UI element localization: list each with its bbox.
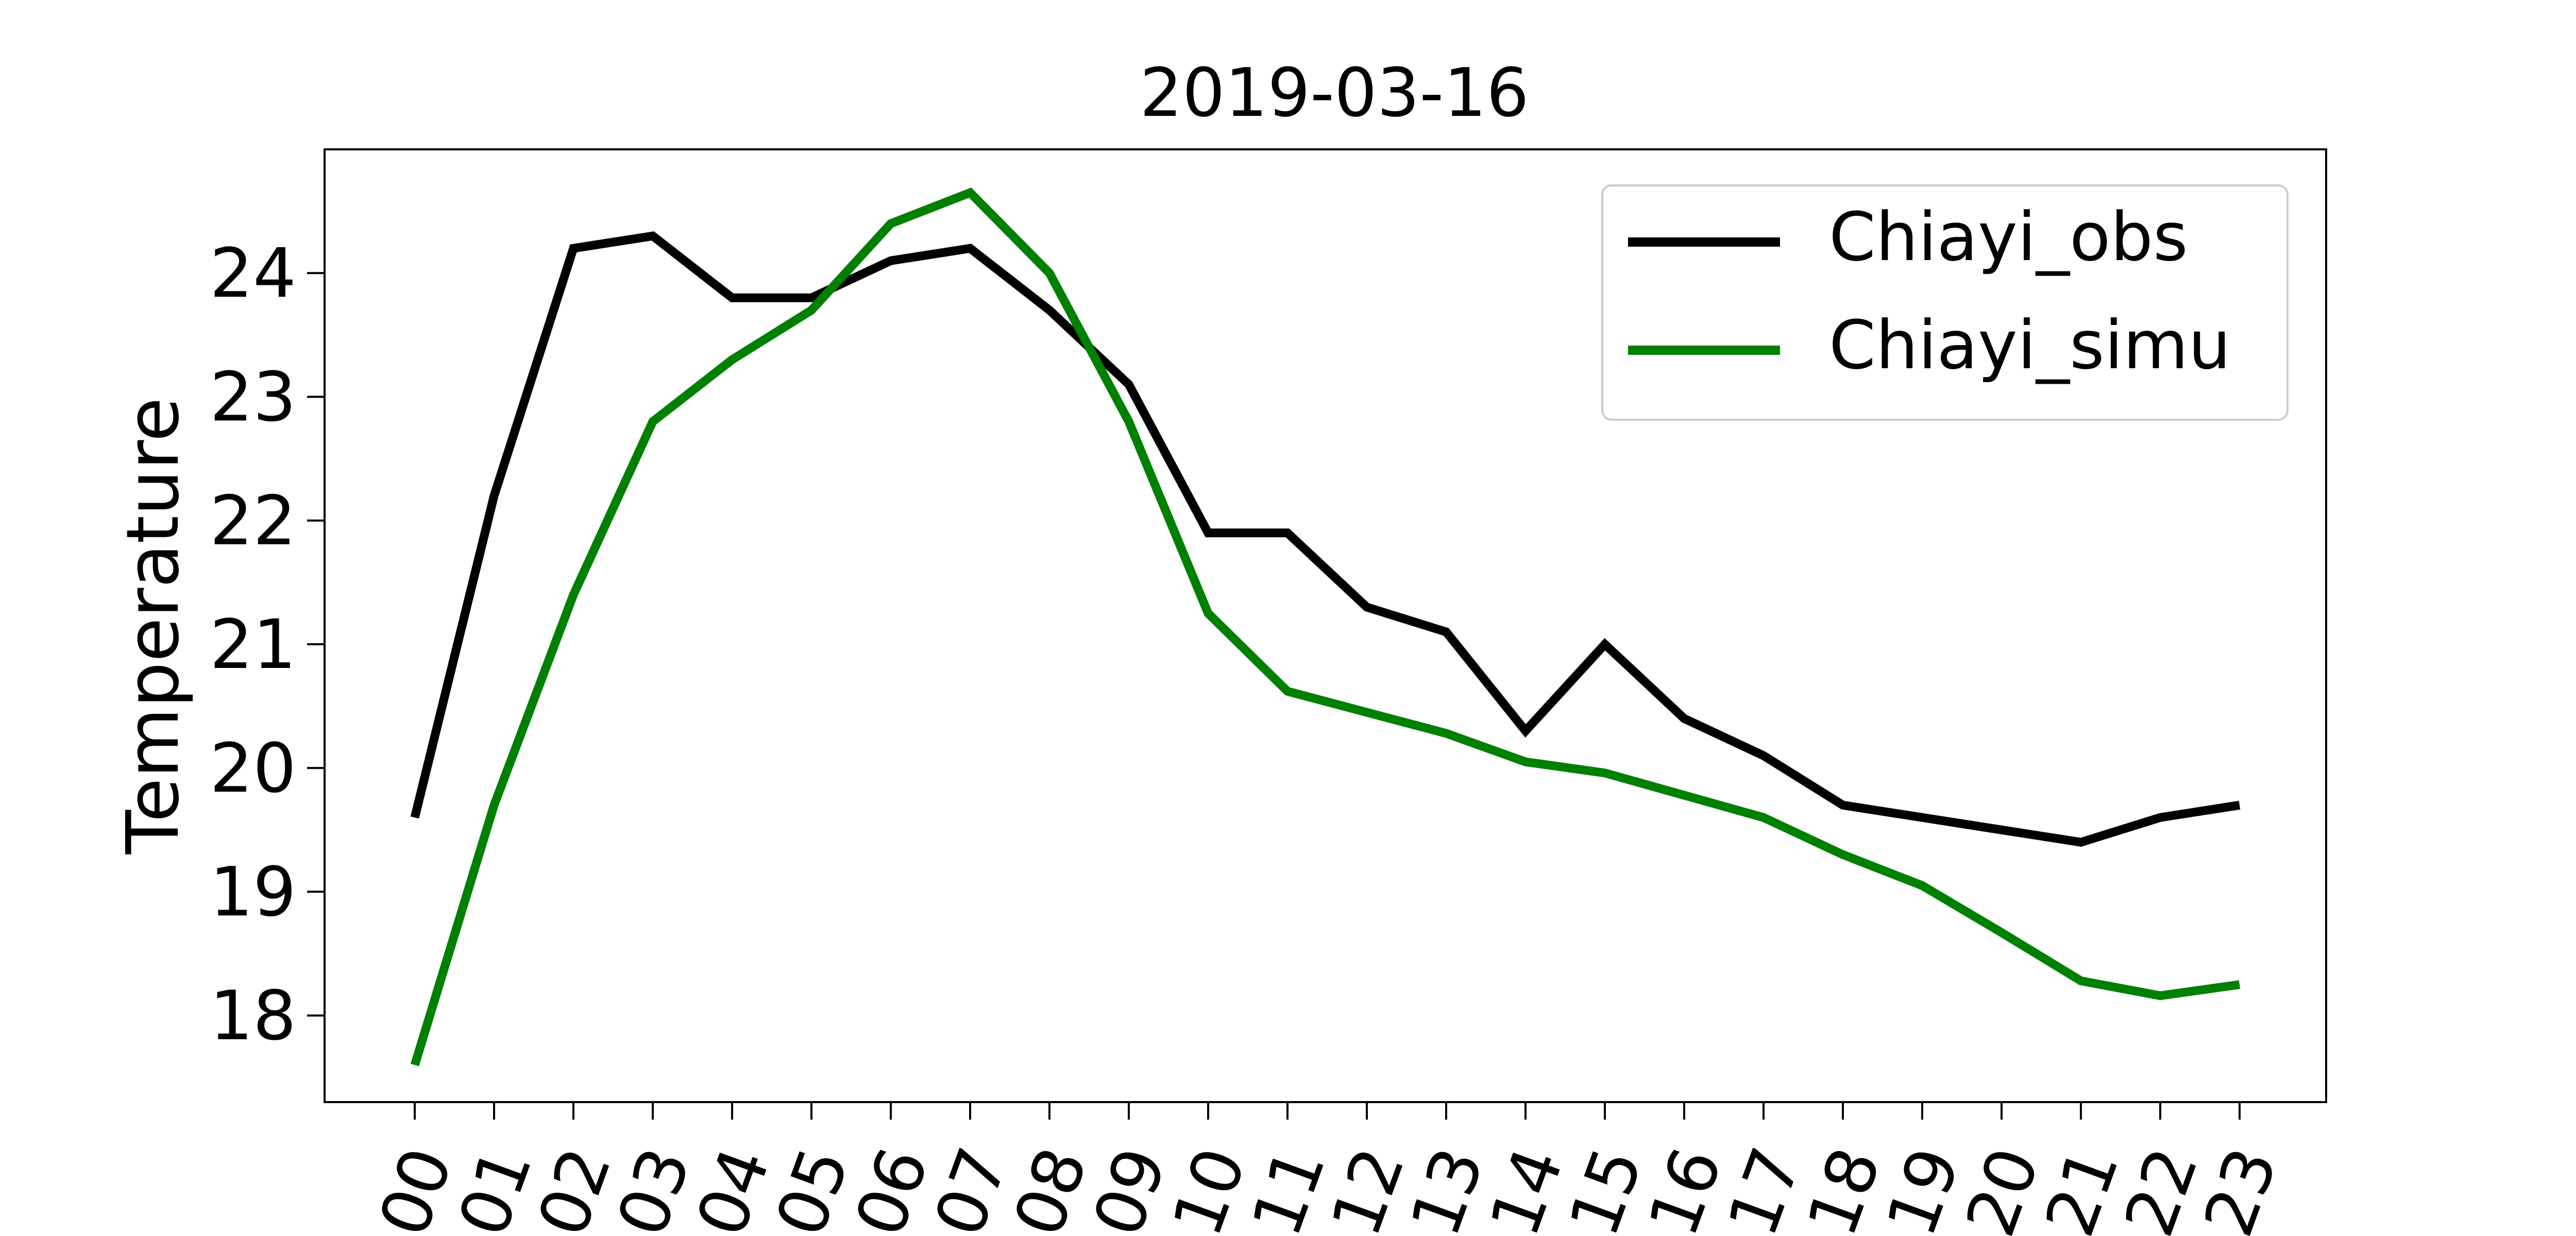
- y-tick-label: 24: [210, 234, 296, 313]
- legend-label-simu: Chiayi_simu: [1829, 306, 2231, 384]
- y-tick-label: 22: [210, 482, 296, 561]
- y-tick-label: 20: [210, 729, 296, 808]
- plot-series: [410, 187, 2241, 1067]
- legend-label-obs: Chiayi_obs: [1829, 198, 2188, 276]
- series-line-chiayi-simu: [410, 187, 2241, 1067]
- plot-frame: [324, 148, 2327, 1103]
- y-axis: 18 19 20 21 22 23 24: [210, 234, 325, 1056]
- y-axis-label: Temperature: [111, 398, 195, 855]
- x-axis: 0001020304050607080910111213141516171819…: [364, 1102, 2293, 1236]
- y-tick-label: 18: [210, 976, 296, 1056]
- y-tick-label: 21: [210, 605, 296, 684]
- chart-title: 2019-03-16: [1140, 54, 1529, 132]
- y-tick-label: 19: [210, 853, 296, 932]
- y-tick-label: 23: [210, 358, 296, 437]
- x-tick-label: 23: [2189, 1138, 2293, 1236]
- series-line-chiayi-obs: [410, 231, 2241, 847]
- legend: Chiayi_obs Chiayi_simu: [1601, 184, 2289, 421]
